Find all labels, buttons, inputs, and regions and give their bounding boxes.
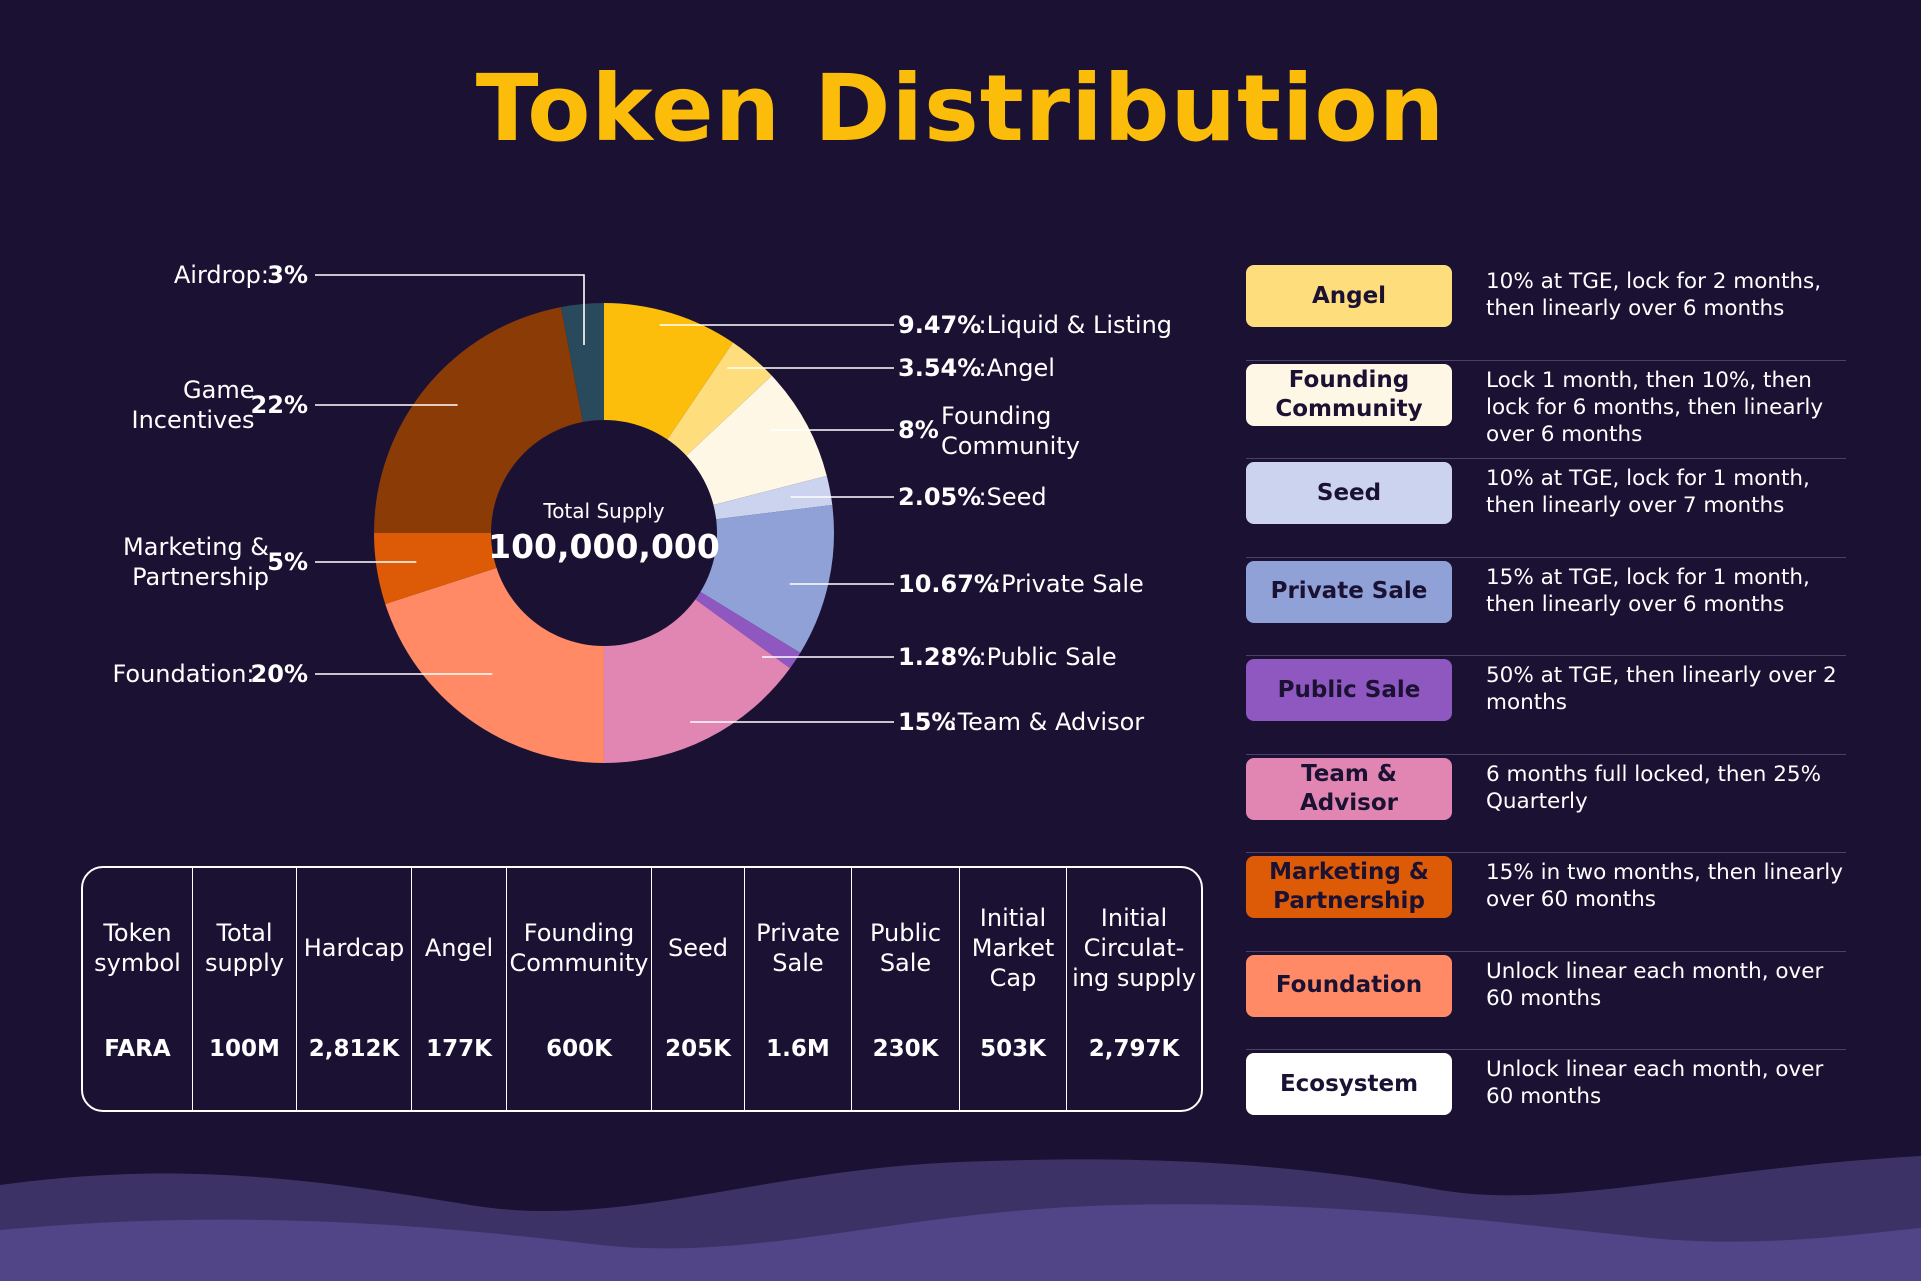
vesting-description: 10% at TGE, lock for 1 month, then linea…: [1486, 466, 1810, 518]
summary-value: 205K: [665, 1036, 731, 1062]
summary-value: 230K: [872, 1036, 939, 1062]
vesting-badge: Founding Community: [1246, 363, 1452, 426]
slice-label-seed: :Seed: [979, 483, 1047, 511]
slice-pct-founding-community: 8%: [898, 416, 939, 444]
slice-label-angel: :Angel: [979, 354, 1055, 382]
vesting-badge: Marketing & Partnership: [1246, 856, 1452, 918]
vesting-badge: Public Sale: [1246, 659, 1452, 721]
slice-pct-private-sale: 10.67%: [898, 570, 998, 598]
center-label: Total Supply: [542, 499, 664, 523]
summary-column: Private Sale 1.6M: [745, 868, 852, 1110]
summary-header: Total supply: [204, 919, 285, 977]
vesting-row: Founding Community Lock 1 month, then 10%…: [1246, 361, 1846, 459]
summary-value: 2,812K: [308, 1036, 400, 1062]
token-summary-table: Token symbol FARA Total supply 100M Hardcap 2…: [81, 866, 1203, 1112]
summary-header: Founding Community: [509, 919, 649, 977]
vesting-description: 10% at TGE, lock for 2 months, then line…: [1486, 269, 1822, 321]
vesting-row: Private Sale 15% at TGE, lock for 1 month…: [1246, 558, 1846, 656]
vesting-schedule-list: Angel 10% at TGE, lock for 2 months, then…: [1246, 262, 1846, 1149]
slice-pct-team-advisor: 15%: [898, 708, 955, 736]
summary-header: Token symbol: [94, 919, 181, 977]
vesting-row: Public Sale 50% at TGE, then linearly ove…: [1246, 656, 1846, 755]
summary-value: 600K: [546, 1036, 612, 1062]
vesting-row: Team & Advisor 6 months full locked, then…: [1246, 755, 1846, 853]
slice-label-marketing-partnership: Marketing & Partnership: [123, 533, 269, 591]
vesting-description: 15% at TGE, lock for 1 month, then linea…: [1486, 564, 1810, 617]
vesting-description: 50% at TGE, then linearly over 2 months: [1486, 663, 1837, 715]
page-title: Token Distribution: [475, 55, 1446, 162]
summary-column: Initial Circulat- ing supply 2,797K: [1067, 868, 1201, 1110]
summary-header: Private Sale: [756, 919, 840, 977]
vesting-description: Lock 1 month, then 10%, then lock for 6 …: [1486, 367, 1824, 447]
summary-header: Initial Market Cap: [971, 904, 1055, 992]
summary-header: Angel: [424, 934, 494, 962]
slice-pct-seed: 2.05%: [898, 483, 981, 511]
summary-value: 177K: [426, 1036, 492, 1062]
summary-value: 1.6M: [766, 1036, 830, 1062]
vesting-badge: Seed: [1246, 462, 1452, 524]
summary-column: Seed 205K: [652, 868, 745, 1110]
donut-chart: Total Supply 100,000,000 9.47%:Liquid & …: [112, 261, 1173, 763]
summary-column: Angel 177K: [412, 868, 507, 1110]
background-hills: [0, 1156, 1921, 1281]
vesting-description: Unlock linear each month, over 60 months: [1486, 958, 1824, 1011]
summary-column: Initial Market Cap 503K: [960, 868, 1067, 1110]
slice-label-liquid-listing: :Liquid & Listing: [979, 311, 1173, 339]
slice-pct-angel: 3.54%: [898, 354, 981, 382]
slice-pct-game-incentives: 22%: [251, 391, 308, 419]
summary-header: Public Sale: [869, 919, 942, 977]
slice-label-game-incentives: Game Incentives: [131, 376, 254, 434]
vesting-badge: Ecosystem: [1246, 1053, 1452, 1115]
leader-line-airdrop: [315, 274, 585, 345]
summary-header: Seed: [668, 934, 728, 962]
slice-label-public-sale: :Public Sale: [979, 643, 1117, 671]
summary-header: Hardcap: [303, 934, 405, 962]
vesting-badge: Angel: [1246, 265, 1452, 327]
summary-column: Public Sale 230K: [852, 868, 960, 1110]
slice-label-airdrop: Airdrop:: [174, 261, 269, 289]
vesting-description: 15% in two months, then linearly over 60…: [1486, 860, 1843, 912]
summary-column: Token symbol FARA: [83, 868, 193, 1110]
slice-pct-foundation: 20%: [251, 660, 308, 688]
vesting-row: Angel 10% at TGE, lock for 2 months, then…: [1246, 262, 1846, 361]
summary-value: 503K: [980, 1036, 1046, 1062]
vesting-row: Foundation Unlock linear each month, over…: [1246, 952, 1846, 1050]
slice-label-founding-community: Founding Community: [941, 402, 1080, 460]
vesting-badge: Team & Advisor: [1246, 757, 1452, 820]
vesting-description: Unlock linear each month, over 60 months: [1486, 1057, 1824, 1109]
vesting-row: Marketing & Partnership 15% in two months…: [1246, 853, 1846, 952]
slice-label-team-advisor: :Team & Advisor: [950, 708, 1145, 736]
slice-pct-airdrop: 3%: [267, 261, 308, 289]
summary-value: 100M: [209, 1036, 280, 1062]
slice-pct-public-sale: 1.28%: [898, 643, 981, 671]
donut-hole: [491, 420, 717, 646]
vesting-badge: Private Sale: [1246, 560, 1452, 623]
vesting-row: Ecosystem Unlock linear each month, over …: [1246, 1050, 1846, 1149]
slice-pct-marketing-partnership: 5%: [267, 548, 308, 576]
summary-column: Hardcap 2,812K: [297, 868, 412, 1110]
summary-value: FARA: [104, 1036, 171, 1062]
vesting-badge: Foundation: [1246, 954, 1452, 1017]
vesting-description: 6 months full locked, then 25% Quarterly: [1486, 761, 1822, 814]
slice-pct-liquid-listing: 9.47%: [898, 311, 981, 339]
summary-column: Total supply 100M: [193, 868, 297, 1110]
summary-header: Initial Circulat- ing supply: [1072, 904, 1196, 992]
slice-label-foundation: Foundation:: [112, 660, 254, 688]
center-value: 100,000,000: [488, 527, 720, 566]
vesting-row: Seed 10% at TGE, lock for 1 month, then l…: [1246, 459, 1846, 558]
slice-label-private-sale: :Private Sale: [993, 570, 1144, 598]
summary-value: 2,797K: [1088, 1036, 1180, 1062]
summary-column: Founding Community 600K: [507, 868, 652, 1110]
